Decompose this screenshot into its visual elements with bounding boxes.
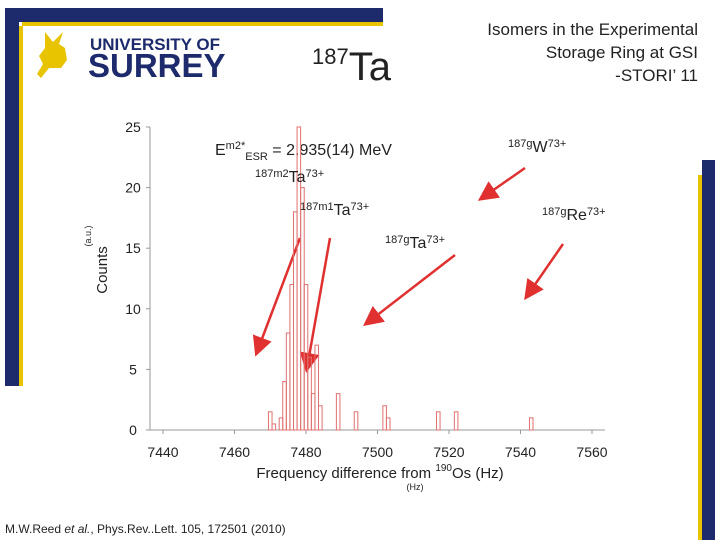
x-tick-label: 7440 bbox=[147, 444, 178, 460]
isotope-mass: 187g bbox=[542, 206, 566, 218]
bar bbox=[282, 381, 287, 431]
x-tick-label: 7540 bbox=[505, 444, 536, 460]
bar bbox=[267, 411, 273, 431]
isotope-element: Re bbox=[566, 207, 587, 224]
isotope-label: 187gW73+ bbox=[508, 138, 566, 156]
bar bbox=[303, 284, 309, 431]
bar bbox=[353, 411, 359, 431]
arrow bbox=[252, 237, 302, 357]
bar bbox=[271, 423, 277, 431]
bar bbox=[453, 411, 459, 431]
isotope-mass: 187g bbox=[508, 138, 532, 150]
bar bbox=[335, 393, 341, 431]
x-tick-label: 7500 bbox=[362, 444, 393, 460]
slide-title-2: Storage Ring at GSI bbox=[546, 43, 698, 62]
arrow bbox=[299, 237, 332, 373]
energy-e: E bbox=[215, 142, 226, 159]
isotope-mass: 187m2 bbox=[255, 168, 289, 180]
isotope-charge: 73+ bbox=[548, 138, 567, 150]
energy-label: Em2*ESR = 2.935(14) MeV bbox=[215, 140, 392, 163]
bar bbox=[307, 356, 312, 431]
isotope-element: Ta bbox=[334, 202, 351, 219]
isotope-element: Ta bbox=[289, 169, 306, 186]
citation-ref: , Phys.Rev..Lett. 105, 172501 (2010) bbox=[90, 522, 285, 536]
x-axis-label: Frequency difference from 190Os (Hz) bbox=[256, 463, 503, 482]
isotope-label: 187m1Ta73+ bbox=[300, 201, 369, 219]
bar bbox=[382, 405, 387, 431]
y-axis-unit: (a.u.) bbox=[83, 225, 93, 246]
heading-element: Ta bbox=[349, 45, 392, 89]
logo-line2: SURREY bbox=[88, 47, 226, 84]
arrow bbox=[524, 243, 565, 301]
bar bbox=[528, 417, 534, 431]
bar bbox=[300, 187, 305, 431]
slide-title-1: Isomers in the Experimental bbox=[487, 20, 698, 39]
heading: 187Ta bbox=[312, 44, 392, 89]
heading-mass: 187 bbox=[312, 44, 349, 69]
y-axis-label: Counts bbox=[94, 246, 111, 294]
right-stripe bbox=[698, 175, 702, 540]
bar bbox=[285, 332, 291, 431]
citation: M.W.Reed et al., Phys.Rev..Lett. 105, 17… bbox=[5, 522, 286, 536]
bar bbox=[314, 344, 320, 431]
isotope-element: Ta bbox=[409, 235, 426, 252]
y-tick-label: 15 bbox=[125, 240, 141, 256]
x-label-sup: 190 bbox=[435, 463, 452, 474]
y-tick-label: 0 bbox=[129, 422, 137, 438]
isotope-label: 187gTa73+ bbox=[385, 234, 445, 252]
x-label-pre: Frequency difference from bbox=[256, 465, 435, 482]
x-axis-unit: (Hz) bbox=[407, 482, 424, 492]
isotope-charge: 73+ bbox=[426, 234, 445, 246]
energy-sup: m2* bbox=[226, 140, 246, 152]
logo-line1: UNIVERSITY OF bbox=[90, 35, 220, 54]
right-bar bbox=[702, 160, 715, 540]
bar bbox=[318, 405, 323, 431]
arrow bbox=[363, 254, 456, 327]
x-label-main: Os (Hz) bbox=[452, 465, 504, 482]
top-stripe bbox=[22, 22, 383, 26]
isotope-mass: 187g bbox=[385, 234, 409, 246]
citation-etal: et al. bbox=[64, 522, 90, 536]
energy-sub: ESR bbox=[245, 151, 268, 163]
top-bar bbox=[5, 8, 383, 22]
bar bbox=[310, 393, 316, 431]
left-stripe bbox=[19, 26, 23, 386]
isotope-charge: 73+ bbox=[587, 206, 606, 218]
slide-title-3: -STORI’ 11 bbox=[615, 66, 698, 85]
left-bar bbox=[5, 8, 19, 386]
bar bbox=[278, 417, 284, 431]
y-tick-label: 25 bbox=[125, 119, 141, 135]
energy-rest: = 2.935(14) MeV bbox=[268, 142, 392, 159]
isotope-charge: 73+ bbox=[306, 168, 325, 180]
isotope-element: W bbox=[532, 139, 548, 156]
arrows bbox=[252, 166, 565, 373]
x-tick-label: 7560 bbox=[576, 444, 607, 460]
x-tick-label: 7460 bbox=[219, 444, 250, 460]
isotope-mass: 187m1 bbox=[300, 201, 334, 213]
arrow bbox=[477, 166, 526, 201]
plot: 0 5 10 15 20 25 7440 7460 7480 7500 7520 7540 7560 bbox=[125, 119, 608, 460]
y-tick-label: 5 bbox=[129, 361, 137, 377]
x-tick-label: 7480 bbox=[290, 444, 321, 460]
y-tick-label: 20 bbox=[125, 180, 141, 196]
x-tick-label: 7520 bbox=[433, 444, 464, 460]
logo: UNIVERSITY OF SURREY bbox=[37, 32, 226, 84]
bar bbox=[435, 411, 441, 431]
logo-stag bbox=[37, 32, 67, 78]
isotope-label: 187gRe73+ bbox=[542, 206, 606, 224]
bar bbox=[289, 284, 294, 431]
citation-authors: M.W.Reed bbox=[5, 522, 64, 536]
isotope-label: 187m2Ta73+ bbox=[255, 168, 324, 186]
y-tick-label: 10 bbox=[125, 301, 141, 317]
bar bbox=[385, 417, 391, 431]
isotope-charge: 73+ bbox=[351, 201, 370, 213]
